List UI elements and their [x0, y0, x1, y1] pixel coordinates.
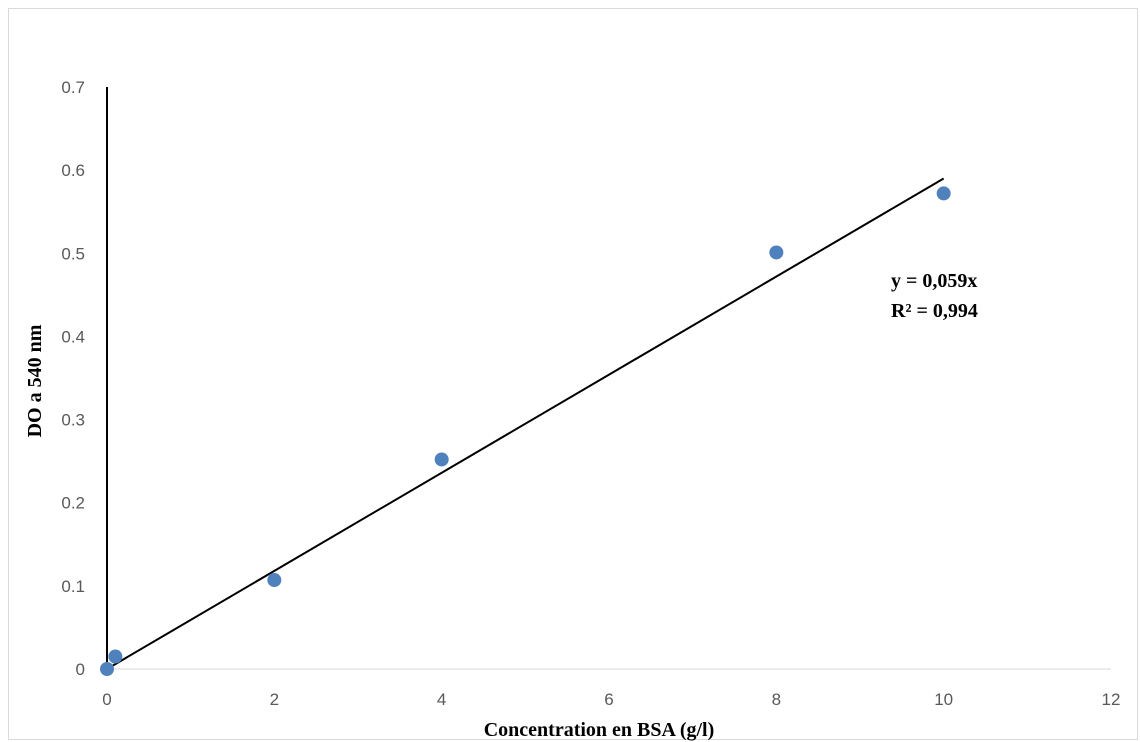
trendline-equation: y = 0,059x: [891, 270, 977, 292]
data-points: [100, 186, 951, 676]
data-point: [108, 649, 123, 664]
x-tick-label: 10: [934, 690, 953, 709]
x-axis-title: Concentration en BSA (g/l): [484, 719, 715, 741]
x-tick-label: 8: [772, 690, 781, 709]
x-tick-label: 6: [604, 690, 613, 709]
y-tick-label: 0.3: [61, 411, 85, 430]
y-tick-label: 0.2: [61, 494, 85, 513]
y-tick-label: 0.7: [61, 78, 85, 97]
y-tick-label: 0: [76, 660, 85, 679]
data-point: [100, 662, 114, 676]
data-point: [267, 573, 282, 588]
trendline-group: [106, 177, 945, 670]
x-tick-label: 2: [270, 690, 279, 709]
chart-area: 0 2 4 6 8 10 12 0 0.1 0.2 0.3 0.4 0.5 0.6 0.7 y = 0,0…: [8, 8, 1138, 741]
x-tick-label: 12: [1102, 690, 1121, 709]
r-squared-label: R² = 0,994: [891, 300, 978, 322]
y-tick-label: 0.6: [61, 161, 85, 180]
y-tick-label: 0.4: [61, 327, 85, 346]
x-tick-label: 4: [437, 690, 446, 709]
y-tick-label: 0.5: [61, 244, 85, 263]
data-point: [434, 452, 449, 467]
chart-svg: 0 2 4 6 8 10 12 0 0.1 0.2 0.3 0.4 0.5 0.6 0.7 y = 0,0…: [24, 78, 1120, 741]
trendline: [106, 177, 945, 670]
y-tick-label: 0.1: [61, 577, 85, 596]
data-point: [936, 186, 951, 201]
x-tick-label: 0: [102, 690, 111, 709]
x-tick-labels: 0 2 4 6 8 10 12: [102, 690, 1120, 709]
y-axis-title: DO a 540 nm: [24, 324, 46, 437]
y-tick-labels: 0 0.1 0.2 0.3 0.4 0.5 0.6 0.7: [61, 78, 85, 679]
data-point: [769, 245, 784, 260]
